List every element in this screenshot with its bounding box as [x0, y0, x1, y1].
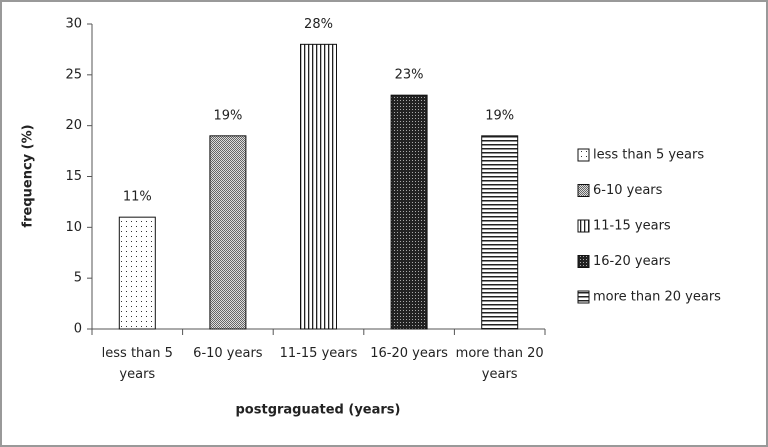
legend-swatch: [577, 148, 590, 162]
bar: [300, 43, 337, 330]
legend-label: less than 5 years: [593, 148, 704, 163]
bar: [390, 94, 428, 330]
data-label: 28%: [304, 17, 333, 32]
x-tick-label: 16-20 years: [370, 346, 448, 361]
x-axis-label: postgraguated (years): [236, 403, 401, 418]
y-tick-label: 15: [65, 169, 82, 184]
x-tick-label: less than 5 years: [101, 346, 173, 382]
x-tick-label: more than 20 years: [455, 346, 544, 382]
x-tick-label: 11-15 years: [279, 346, 358, 361]
bar: [118, 216, 156, 330]
y-tick-label: 20: [65, 118, 82, 133]
legend-label: 11-15 years: [593, 219, 671, 234]
y-tick-label: 5: [74, 271, 82, 286]
y-tick-label: 30: [65, 17, 82, 32]
bar: [481, 135, 519, 330]
bar: [209, 135, 247, 330]
legend-label: 6-10 years: [593, 183, 663, 198]
data-label: 19%: [485, 108, 514, 123]
legend-swatch: [577, 255, 590, 268]
legend-swatch: [577, 184, 590, 197]
legend-swatch: [577, 290, 590, 304]
x-tick-label: 6-10 years: [193, 346, 263, 361]
legend-label: more than 20 years: [593, 290, 721, 305]
y-tick-label: 25: [65, 67, 82, 82]
legend-label: 16-20 years: [593, 254, 671, 269]
data-label: 19%: [213, 108, 242, 123]
data-label: 11%: [123, 190, 152, 205]
y-tick-label: 10: [65, 220, 82, 235]
y-axis-label: frequency (%): [21, 124, 36, 227]
legend-swatch: [577, 219, 590, 233]
data-label: 23%: [395, 68, 424, 83]
y-tick-label: 0: [74, 322, 82, 337]
